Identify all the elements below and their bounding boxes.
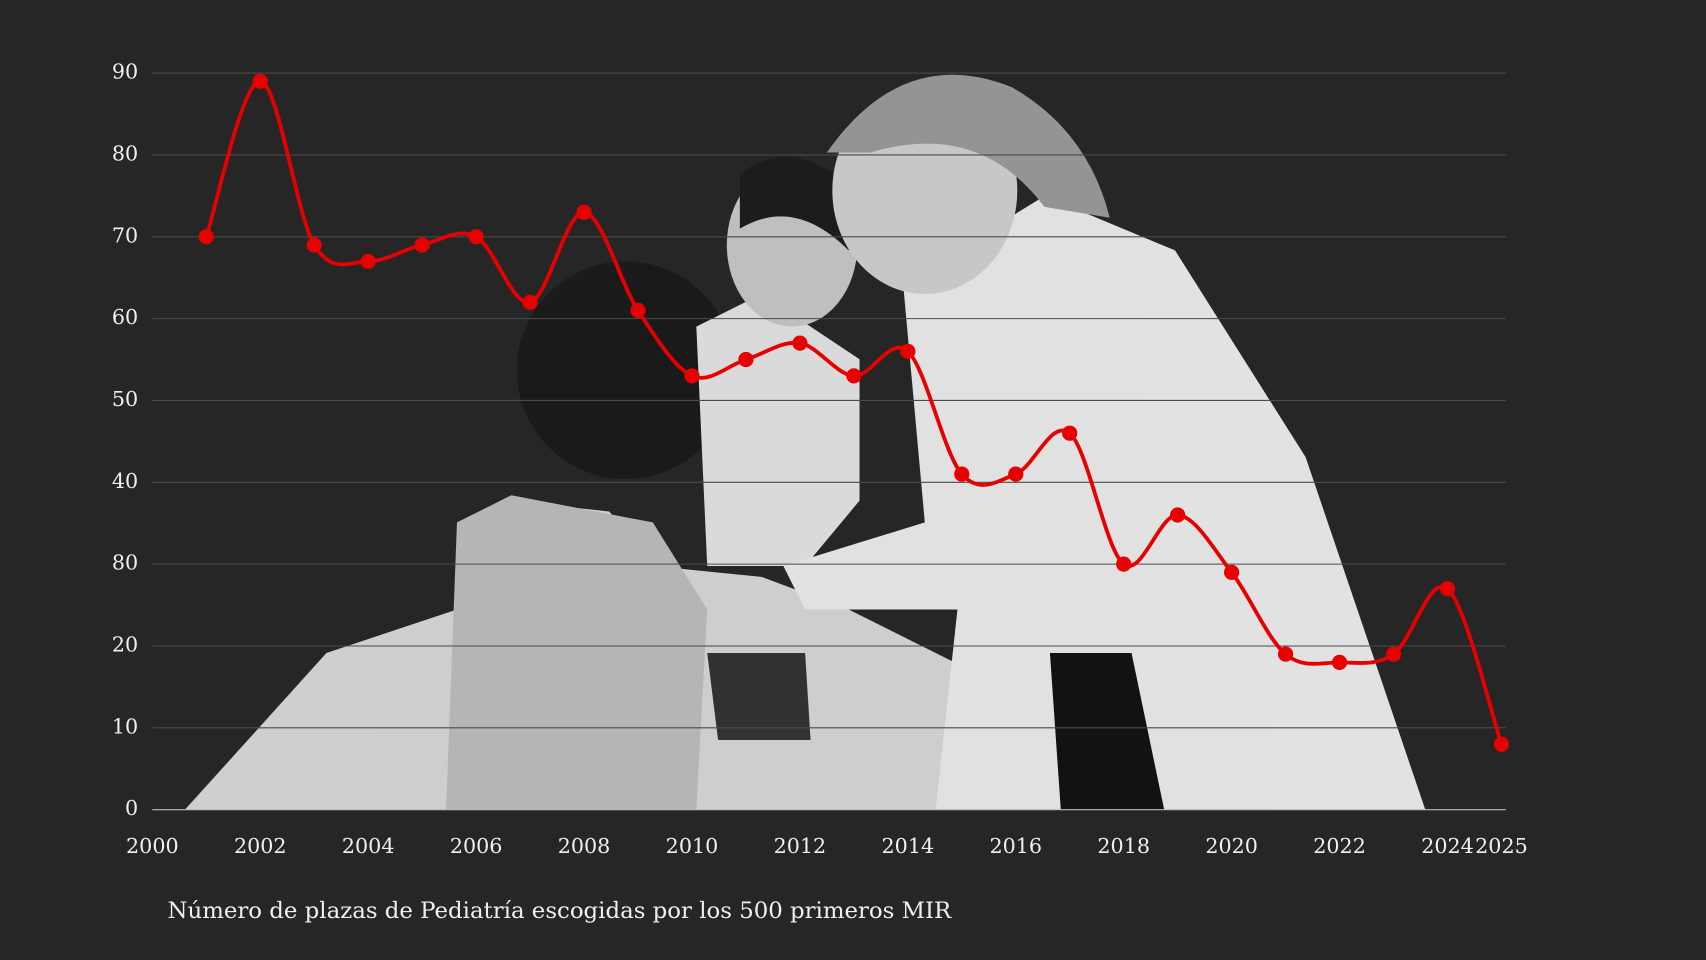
point (684, 368, 700, 384)
point (1116, 556, 1132, 572)
y-tick-label: 80 (112, 551, 138, 575)
y-tick-label: 50 (112, 387, 138, 411)
point (792, 335, 808, 351)
y-tick-label: 90 (112, 60, 138, 84)
y-tick-label: 60 (112, 305, 138, 329)
point (198, 229, 214, 245)
point (1062, 425, 1078, 441)
caption: Número de plazas de Pediatría escogidas … (168, 898, 952, 924)
point (630, 302, 646, 319)
point (1385, 646, 1402, 662)
point (522, 294, 538, 310)
point (954, 466, 970, 482)
point (306, 237, 322, 253)
point (252, 73, 268, 89)
point (1331, 654, 1348, 670)
x-tick-label: 2016 (989, 834, 1042, 858)
x-tick-label: 2025 (1475, 834, 1528, 858)
x-tick-label: 2000 (126, 834, 179, 858)
point (360, 253, 376, 269)
y-tick-label: 0 (125, 796, 138, 820)
point (900, 343, 916, 359)
point (1493, 736, 1510, 752)
point (576, 204, 592, 220)
y-tick-label: 20 (112, 632, 138, 656)
point (1277, 646, 1294, 662)
point (468, 229, 484, 245)
x-tick-label: 2012 (774, 834, 827, 858)
y-tick-label: 70 (112, 223, 138, 247)
x-tick-label: 2018 (1097, 834, 1150, 858)
x-tick-label: 2024 (1421, 834, 1474, 858)
point (1008, 466, 1024, 482)
x-tick-label: 2008 (558, 834, 611, 858)
background-photo (184, 74, 1426, 810)
point (1170, 507, 1186, 523)
x-tick-label: 2010 (666, 834, 719, 858)
point (738, 351, 754, 368)
x-tick-label: 2002 (234, 834, 287, 858)
y-tick-label: 40 (112, 469, 138, 493)
x-tick-label: 2022 (1313, 834, 1366, 858)
point (1224, 564, 1240, 580)
point (846, 368, 862, 384)
y-tick-label: 10 (112, 714, 138, 738)
x-tick-label: 2014 (882, 834, 935, 858)
x-tick-label: 2020 (1205, 834, 1258, 858)
x-tick-label: 2006 (450, 834, 503, 858)
point (1439, 581, 1456, 597)
x-tick-label: 2004 (342, 834, 395, 858)
point (414, 237, 430, 253)
y-tick-label: 80 (112, 141, 138, 165)
